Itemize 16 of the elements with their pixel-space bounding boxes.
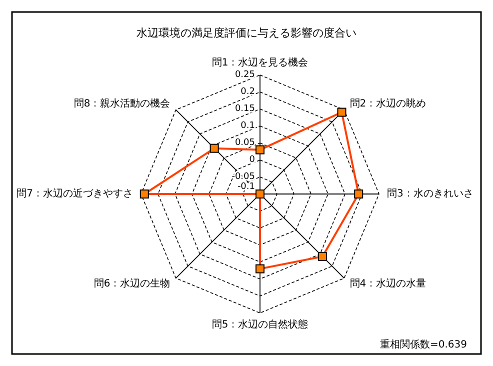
ytick: 0.05 — [234, 138, 255, 148]
category: 問7：水辺の近づきやすさ — [16, 188, 133, 200]
ytick: 0 — [249, 155, 255, 165]
category: 問2：水辺の眺め — [350, 98, 426, 110]
category: 問4：水辺の水量 — [350, 278, 426, 290]
category: 問1：水辺を見る機会 — [212, 58, 308, 68]
category: 問8：親水活動の機会 — [74, 98, 170, 110]
ytick: 0.25 — [234, 70, 255, 80]
title: 水辺環境の満足度評価に与える影響の度合い — [136, 26, 356, 40]
annotation: 重相関係数=0.639 — [380, 340, 467, 350]
ytick: 0.15 — [234, 104, 255, 114]
ytick: 0.1 — [240, 121, 255, 131]
category: 問5：水辺の自然状態 — [212, 320, 308, 330]
category: 問3：水のきれいさ — [387, 188, 474, 200]
category: 問6：水辺の生物 — [94, 278, 170, 290]
ytick: 0.2 — [240, 87, 255, 97]
